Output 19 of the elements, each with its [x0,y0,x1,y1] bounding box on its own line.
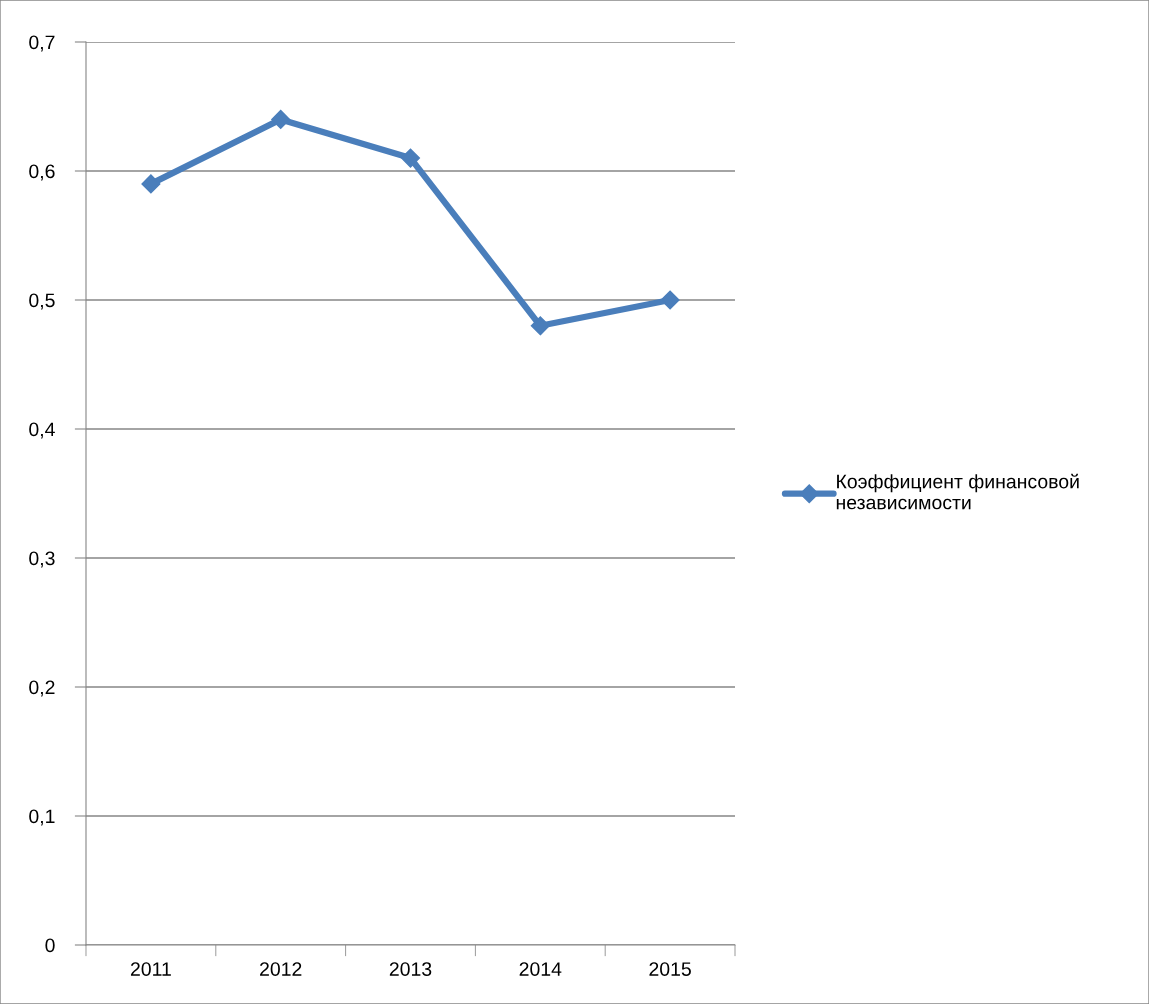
x-tick-label: 2011 [130,962,171,976]
y-tick-label: 0 [45,938,55,953]
legend-label: Коэффициент финансовой независимости [836,473,1079,510]
y-tick-label: 0,7 [29,35,55,52]
x-tick-label: 2014 [519,962,562,976]
y-tick-label: 0,3 [29,551,55,568]
y-tick-label: 0,6 [29,164,55,181]
y-tick-label: 0,4 [29,422,55,439]
y-tick-label: 0,5 [29,293,55,310]
x-tick-label: 2015 [649,962,691,976]
x-tick-label: 2012 [260,962,302,976]
y-tick-label: 0,1 [29,809,55,826]
point [141,174,161,194]
y-tick-label: 0,2 [29,680,55,697]
point [400,148,421,168]
point [660,290,680,310]
point [271,109,291,129]
point [530,316,550,336]
x-tick-label: 2013 [389,962,432,976]
